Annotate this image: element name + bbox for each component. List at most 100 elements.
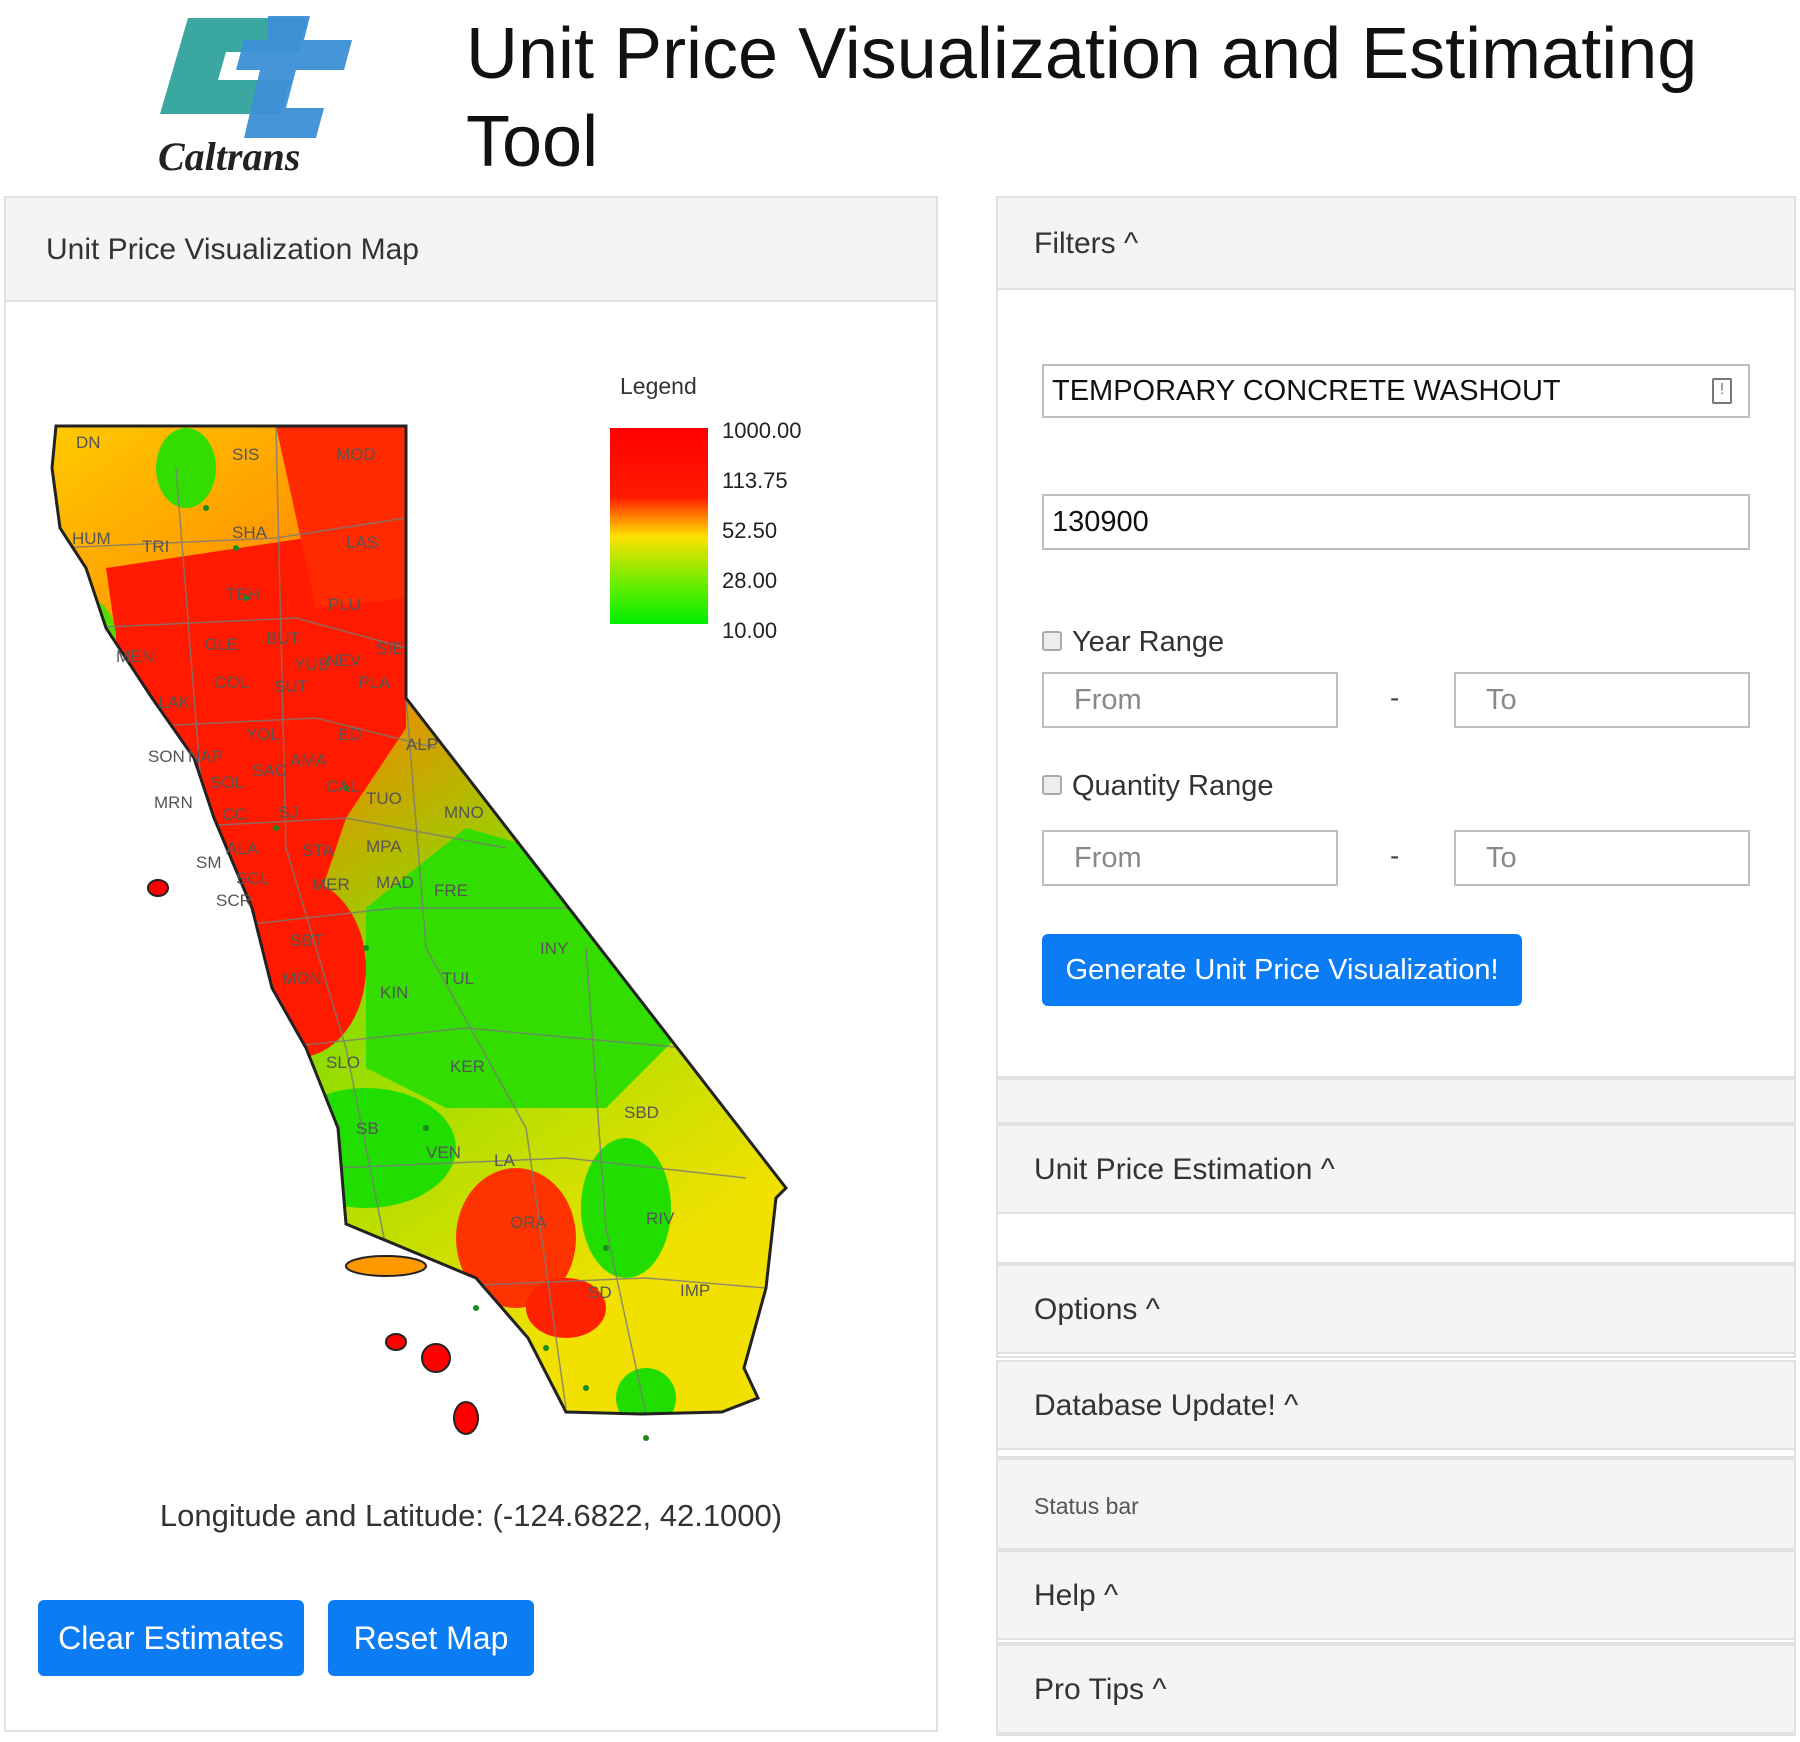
- county-label: FRE: [434, 881, 468, 900]
- coordinate-readout: Longitude and Latitude: (-124.6822, 42.1…: [159, 1498, 783, 1533]
- map-panel-title: Unit Price Visualization Map: [6, 198, 936, 302]
- county-label: PLU: [328, 595, 361, 614]
- county-label: STA: [302, 841, 334, 860]
- county-label: SIE: [376, 639, 403, 658]
- county-label: LAK: [158, 693, 191, 712]
- county-label: HUM: [72, 529, 111, 548]
- year-from-input[interactable]: From: [1042, 672, 1338, 728]
- legend-tick: 52.50: [722, 518, 777, 543]
- database-update-section: Database Update! ^: [996, 1360, 1796, 1458]
- county-label: ALA: [226, 839, 259, 858]
- legend-gradient-bar: [610, 428, 708, 624]
- estimation-toggle[interactable]: Unit Price Estimation ^: [998, 1126, 1794, 1214]
- quantity-to-input[interactable]: To: [1454, 830, 1750, 886]
- county-label: ORA: [510, 1213, 548, 1232]
- year-to-input[interactable]: To: [1454, 672, 1750, 728]
- county-label: SCR: [216, 891, 252, 910]
- county-label: MRN: [154, 793, 193, 812]
- database-update-toggle[interactable]: Database Update! ^: [998, 1362, 1794, 1450]
- section-divider: [996, 1078, 1796, 1124]
- sample-points: [203, 505, 649, 1441]
- county-label: MAD: [376, 873, 414, 892]
- county-label: SHA: [232, 523, 268, 542]
- county-label: ALP: [406, 735, 438, 754]
- pro-tips-toggle[interactable]: Pro Tips ^: [998, 1646, 1794, 1734]
- legend-tick: 1000.00: [722, 418, 802, 443]
- county-label: MER: [312, 875, 350, 894]
- estimation-section: Unit Price Estimation ^: [996, 1124, 1796, 1264]
- county-label: YUB: [294, 655, 329, 674]
- county-label: INY: [540, 939, 568, 958]
- california-outline: [50, 424, 788, 1416]
- county-label: SBT: [290, 931, 323, 950]
- year-range-toggle[interactable]: Year Range: [1042, 626, 1224, 659]
- generate-visualization-button[interactable]: Generate Unit Price Visualization!: [1042, 934, 1522, 1006]
- county-label: NAP: [188, 747, 223, 766]
- item-code-input[interactable]: 130900: [1042, 494, 1750, 550]
- county-label: SIS: [232, 445, 259, 464]
- county-label: CAL: [326, 777, 359, 796]
- county-label: PLA: [358, 673, 391, 692]
- legend-title: Legend: [620, 373, 697, 399]
- county-label: SD: [588, 1283, 612, 1302]
- item-description-value: TEMPORARY CONCRETE WASHOUT: [1052, 375, 1561, 407]
- options-toggle[interactable]: Options ^: [998, 1266, 1794, 1354]
- clear-estimates-button[interactable]: Clear Estimates: [38, 1600, 304, 1676]
- quantity-range-toggle[interactable]: Quantity Range: [1042, 770, 1274, 803]
- county-label: MPA: [366, 837, 402, 856]
- county-label: SBD: [624, 1103, 659, 1122]
- quantity-from-input[interactable]: From: [1042, 830, 1338, 886]
- county-label: SUT: [274, 677, 308, 696]
- item-description-select[interactable]: TEMPORARY CONCRETE WASHOUT !: [1042, 364, 1750, 418]
- county-label: MEN: [116, 647, 154, 666]
- county-label: TRI: [142, 537, 169, 556]
- legend-tick: 28.00: [722, 568, 777, 593]
- year-range-label: Year Range: [1072, 626, 1225, 658]
- county-label: TUO: [366, 789, 402, 808]
- year-range-checkbox[interactable]: [1042, 631, 1062, 652]
- channel-islands: [147, 879, 479, 1435]
- dropdown-icon[interactable]: !: [1712, 378, 1732, 404]
- county-label: MOD: [336, 445, 376, 464]
- quantity-range-dash: -: [1390, 840, 1400, 871]
- help-toggle[interactable]: Help ^: [998, 1552, 1794, 1640]
- county-label: GLE: [204, 635, 238, 654]
- county-label: LA: [494, 1151, 515, 1170]
- unit-price-map[interactable]: DN SIS MOD HUM TRI SHA LAS TEH PLU MEN G…: [46, 348, 926, 1628]
- caltrans-logo: Caltrans: [158, 16, 352, 179]
- status-bar: Status bar: [996, 1458, 1796, 1550]
- logo-t-shape: [236, 16, 352, 138]
- county-label: YOL: [246, 725, 280, 744]
- county-label: SON: [148, 747, 185, 766]
- county-label: IMP: [680, 1281, 710, 1300]
- pro-tips-section: Pro Tips ^: [996, 1644, 1796, 1736]
- county-label: BUT: [266, 629, 300, 648]
- county-label: TEH: [226, 585, 260, 604]
- quantity-range-label: Quantity Range: [1072, 770, 1274, 802]
- county-label: SCL: [236, 869, 269, 888]
- logo-wordmark: Caltrans: [158, 134, 300, 179]
- county-label: SAC: [252, 761, 287, 780]
- reset-map-button[interactable]: Reset Map: [328, 1600, 534, 1676]
- county-label: KIN: [380, 983, 408, 1002]
- county-labels: DN SIS MOD HUM TRI SHA LAS TEH PLU MEN G…: [72, 433, 710, 1302]
- county-label: DN: [76, 433, 101, 452]
- filters-toggle[interactable]: Filters ^: [998, 198, 1794, 290]
- page-title: Unit Price Visualization and Estimating …: [466, 14, 1698, 182]
- county-label: RIV: [646, 1209, 675, 1228]
- county-label: SLO: [326, 1053, 360, 1072]
- county-label: CC: [222, 805, 247, 824]
- legend-tick: 113.75: [722, 468, 788, 493]
- county-label: VEN: [426, 1143, 461, 1162]
- help-section: Help ^: [996, 1550, 1796, 1644]
- county-label: SJ: [278, 803, 298, 822]
- year-range-dash: -: [1390, 682, 1400, 713]
- filters-panel: Filters ^ TEMPORARY CONCRETE WASHOUT ! 1…: [996, 196, 1796, 1078]
- county-label: COL: [214, 673, 249, 692]
- county-label: MON: [282, 969, 322, 988]
- map-panel: Unit Price Visualization Map: [4, 196, 938, 1732]
- county-label: SB: [356, 1119, 379, 1138]
- county-label: KER: [450, 1057, 485, 1076]
- county-label: ED: [338, 725, 362, 744]
- quantity-range-checkbox[interactable]: [1042, 775, 1062, 796]
